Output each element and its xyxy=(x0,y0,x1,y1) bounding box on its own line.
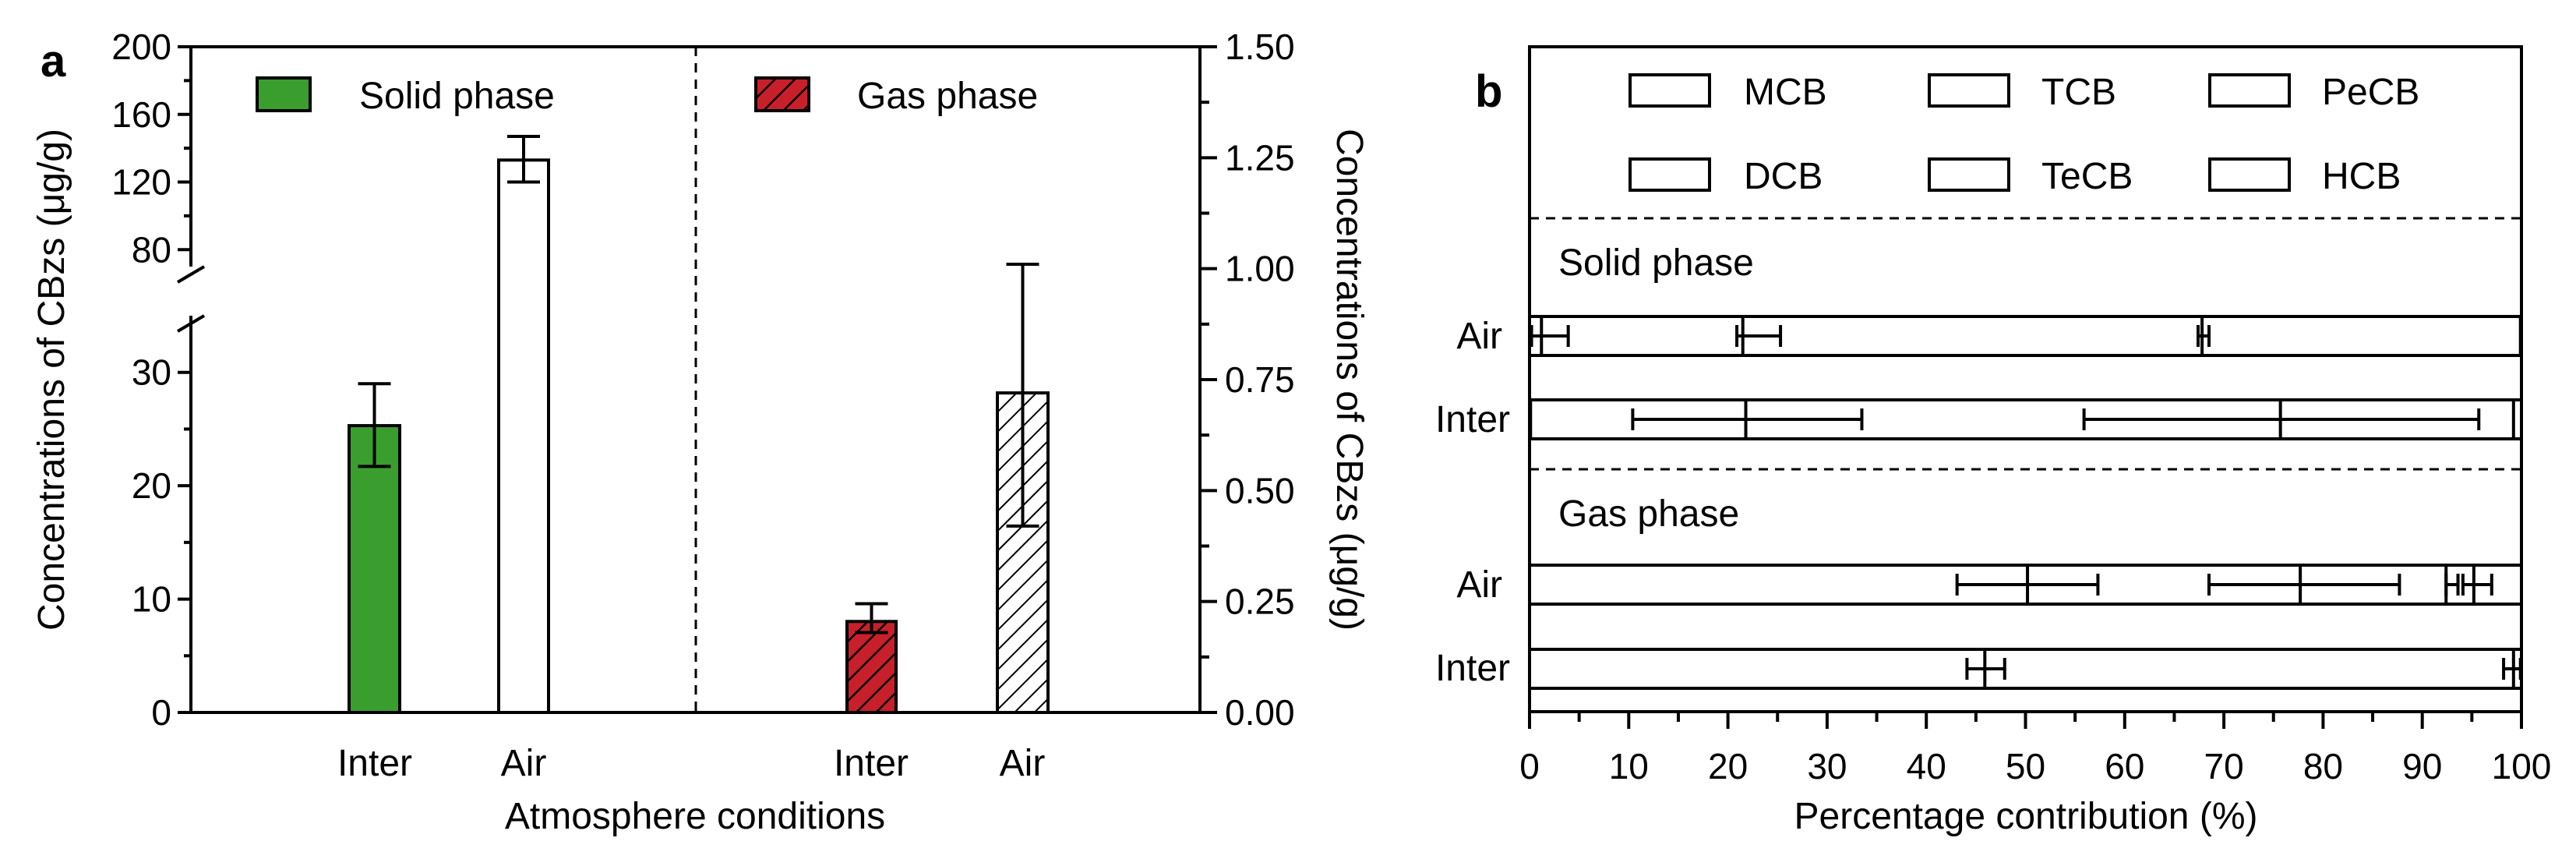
x-tick-label: 100 xyxy=(2492,746,2552,787)
panel-b: b MCB TCB PeCB DCB TeCB HCB Solid phase … xyxy=(1435,45,2551,837)
row-label-gas-air: Air xyxy=(1456,564,1502,606)
legend-label-dcb: DCB xyxy=(1744,156,1823,197)
panel-a: a 0 10 20 30 80 120 160 200 0.00 0.25 0.50 0.75 1.0… xyxy=(31,27,1370,837)
x-tick-label: 50 xyxy=(2006,746,2045,787)
panel-b-x-ticks: 0 10 20 30 40 50 60 70 80 90 100 xyxy=(1519,712,2551,787)
x-tick-solid-air: Air xyxy=(501,743,547,784)
x-tick-solid-inter: Inter xyxy=(337,743,412,784)
legend-swatch-solid xyxy=(256,76,312,112)
left-axis-tick-label: 160 xyxy=(111,94,171,135)
x-tick-label: 80 xyxy=(2303,746,2343,787)
right-axis-tick-label: 0.00 xyxy=(1225,692,1295,733)
x-tick-label: 90 xyxy=(2402,746,2442,787)
right-axis-tick-label: 0.75 xyxy=(1225,359,1295,400)
left-axis-tick-label: 20 xyxy=(132,465,171,506)
x-tick-label: 40 xyxy=(1907,746,1946,787)
x-tick-gas-inter: Inter xyxy=(834,743,909,784)
stacked-bar-solid-air xyxy=(1528,315,2523,357)
left-axis-title: Concentrations of CBzs (μg/g) xyxy=(31,129,72,631)
row-label-solid-inter: Inter xyxy=(1435,399,1510,440)
panel-a-x-title: Atmosphere conditions xyxy=(505,796,885,837)
legend-label-hcb: HCB xyxy=(2322,156,2401,197)
legend-label-solid: Solid phase xyxy=(359,76,555,117)
section-title-gas: Gas phase xyxy=(1558,493,1739,535)
right-axis-tick-label: 1.50 xyxy=(1225,27,1295,67)
right-axis-tick-label: 1.00 xyxy=(1225,249,1295,289)
panel-b-frame xyxy=(1528,45,2523,713)
bar-solid-air xyxy=(497,158,550,715)
legend-swatch-mcb xyxy=(1629,73,1711,108)
row-label-gas-inter: Inter xyxy=(1435,648,1510,689)
legend-swatch-tecb xyxy=(1928,157,2010,192)
axis-break-mark xyxy=(176,314,206,333)
left-axis-tick-label: 0 xyxy=(151,692,171,733)
legend-label-tcb: TCB xyxy=(2041,72,2116,113)
legend-swatch-pecb xyxy=(2208,73,2291,108)
stacked-bar-gas-inter xyxy=(1528,648,2523,690)
panel-a-bars xyxy=(348,134,1050,715)
legend-label-mcb: MCB xyxy=(1744,72,1827,113)
panel-b-legend: MCB TCB PeCB DCB TeCB HCB xyxy=(1629,72,2419,197)
left-axis-tick-label: 10 xyxy=(132,579,171,620)
legend-label-pecb: PeCB xyxy=(2322,72,2419,113)
x-tick-label: 20 xyxy=(1708,746,1748,787)
left-axis-tick-label: 120 xyxy=(111,162,171,203)
right-axis-tick-label: 0.25 xyxy=(1225,582,1295,622)
legend-swatch-dcb xyxy=(1629,157,1711,192)
section-title-solid: Solid phase xyxy=(1558,242,1754,284)
right-axis-title: Concentrations of CBzs (μg/g) xyxy=(1329,129,1370,631)
left-axis-tick-label: 30 xyxy=(132,352,171,393)
panel-b-label: b xyxy=(1475,66,1502,117)
x-tick-label: 60 xyxy=(2105,746,2144,787)
bar-gas-inter xyxy=(845,620,898,715)
panel-b-bars xyxy=(1528,315,2523,690)
legend-label-gas: Gas phase xyxy=(857,76,1038,117)
left-axis-ticks: 0 10 20 30 80 120 160 200 xyxy=(111,27,191,733)
x-tick-label: 70 xyxy=(2204,746,2244,787)
left-axis-tick-label: 200 xyxy=(111,27,171,67)
panel-a-label: a xyxy=(41,36,66,87)
x-tick-label: 30 xyxy=(1807,746,1847,787)
left-axis-tick-label: 80 xyxy=(132,229,171,270)
legend-swatch-gas xyxy=(754,76,810,112)
row-label-solid-air: Air xyxy=(1456,316,1502,357)
legend-label-tecb: TeCB xyxy=(2041,156,2133,197)
right-axis-tick-label: 1.25 xyxy=(1225,137,1295,178)
legend-swatch-hcb xyxy=(2208,157,2291,192)
x-tick-label: 10 xyxy=(1609,746,1649,787)
right-axis-tick-label: 0.50 xyxy=(1225,470,1295,511)
panel-b-x-title: Percentage contribution (%) xyxy=(1794,796,2258,837)
bar-solid-inter xyxy=(348,424,401,715)
x-tick-gas-air: Air xyxy=(1000,743,1046,784)
axis-break-mark xyxy=(176,265,206,284)
x-tick-label: 0 xyxy=(1519,746,1540,787)
legend-swatch-tcb xyxy=(1928,73,2010,108)
right-axis-ticks: 0.00 0.25 0.50 0.75 1.00 1.25 1.50 xyxy=(1200,27,1295,733)
